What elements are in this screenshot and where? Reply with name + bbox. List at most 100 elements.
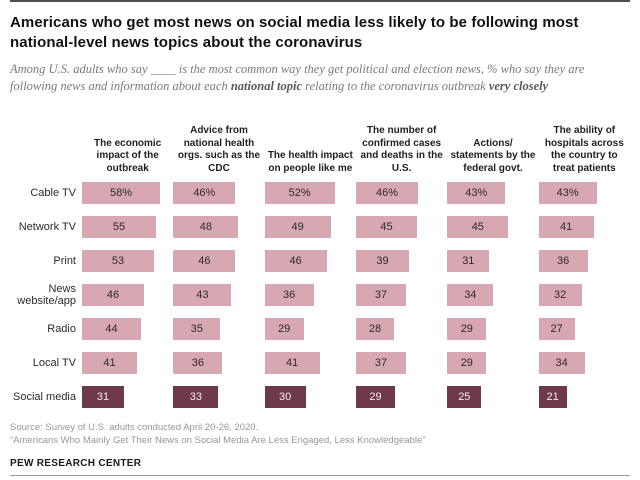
bar-cell: 45 bbox=[447, 216, 538, 238]
bar-cell: 34 bbox=[447, 284, 538, 306]
bar: 43 bbox=[173, 284, 232, 306]
bar: 53 bbox=[82, 250, 154, 272]
row-label: Network TV bbox=[18, 221, 76, 233]
bar-cell: 34 bbox=[538, 352, 630, 374]
bar-cell: 31 bbox=[447, 250, 538, 272]
bar-cell: 35 bbox=[173, 318, 264, 340]
bar: 37 bbox=[355, 352, 406, 374]
bar: 29 bbox=[264, 318, 304, 340]
bar: 46 bbox=[264, 250, 327, 272]
column-header: The number of confirmed cases and deaths… bbox=[360, 125, 443, 174]
chart-row: Local TV 41 36 41 37 29 34 bbox=[10, 352, 630, 374]
bar: 41 bbox=[264, 352, 320, 374]
bar: 27 bbox=[538, 318, 575, 340]
bar: 41 bbox=[82, 352, 137, 374]
row-label: Print bbox=[53, 255, 76, 267]
bar-cell: 48 bbox=[173, 216, 264, 238]
chart-row: Cable TV 58% 46% 52% 46% 43% 43% bbox=[10, 182, 630, 204]
bar: 39 bbox=[355, 250, 409, 272]
highlight-bar: 25 bbox=[447, 386, 482, 408]
page-title: Americans who get most news on social me… bbox=[10, 14, 579, 51]
chart-row: News website/app 46 43 36 37 34 32 bbox=[10, 283, 630, 307]
bar: 34 bbox=[538, 352, 585, 374]
column-header: Actions/ statements by the federal govt. bbox=[450, 137, 536, 174]
bar-cell: 46% bbox=[355, 182, 447, 204]
bar: 29 bbox=[447, 318, 487, 340]
bar-cell: 41 bbox=[538, 216, 630, 238]
bar-cell: 28 bbox=[355, 318, 447, 340]
bar-grid-chart: The economic impact of the outbreak Advic… bbox=[10, 109, 630, 408]
bar: 31 bbox=[447, 250, 490, 272]
top-divider bbox=[10, 0, 630, 2]
bar-cell: 43 bbox=[173, 284, 264, 306]
row-label: Local TV bbox=[32, 357, 76, 369]
bar: 44 bbox=[82, 318, 141, 340]
chart-rows: Cable TV 58% 46% 52% 46% 43% 43% Network TV 55 48… bbox=[10, 182, 630, 408]
bar: 43% bbox=[447, 182, 506, 204]
chart-footer: Source: Survey of U.S. adults conducted … bbox=[10, 421, 630, 470]
row-label: Social media bbox=[13, 391, 76, 403]
bar: 55 bbox=[82, 216, 156, 238]
chart-subtitle: Among U.S. adults who say ____ is the mo… bbox=[10, 61, 630, 95]
column-header: The health impact on people like me bbox=[267, 150, 353, 174]
bar: 45 bbox=[447, 216, 509, 238]
column-headers: The economic impact of the outbreak Advic… bbox=[82, 109, 630, 175]
bar-cell: 29 bbox=[264, 318, 356, 340]
bar: 32 bbox=[538, 284, 582, 306]
highlight-bar: 29 bbox=[355, 386, 395, 408]
subtitle-text: Among U.S. adults who say ____ is the mo… bbox=[10, 62, 585, 93]
bar-cell: 46% bbox=[173, 182, 264, 204]
bar: 52% bbox=[264, 182, 335, 204]
bar: 37 bbox=[355, 284, 406, 306]
bar-cell: 27 bbox=[538, 318, 630, 340]
bottom-divider bbox=[10, 475, 630, 476]
bar-cell: 31 bbox=[82, 386, 173, 408]
bar-cell: 58% bbox=[82, 182, 173, 204]
bar-cell: 32 bbox=[538, 284, 630, 306]
column-header: Advice from national health orgs. such a… bbox=[177, 125, 261, 174]
source-note: Source: Survey of U.S. adults conducted … bbox=[10, 422, 259, 433]
bar-cell: 53 bbox=[82, 250, 173, 272]
bar-cell: 44 bbox=[82, 318, 173, 340]
bar-cell: 45 bbox=[355, 216, 447, 238]
bar: 29 bbox=[447, 352, 487, 374]
bar-cell: 30 bbox=[264, 386, 356, 408]
bar-cell: 41 bbox=[264, 352, 356, 374]
bar-cell: 41 bbox=[82, 352, 173, 374]
chart-row: Social media 31 33 30 29 25 21 bbox=[10, 386, 630, 408]
highlight-bar: 31 bbox=[82, 386, 124, 408]
bar-cell: 46 bbox=[82, 284, 173, 306]
bar: 41 bbox=[538, 216, 594, 238]
subtitle-bold-national-topic: national topic bbox=[230, 79, 303, 93]
chart-row: Print 53 46 46 39 31 36 bbox=[10, 250, 630, 272]
bar: 36 bbox=[264, 284, 314, 306]
bar-cell: 52% bbox=[264, 182, 356, 204]
bar-cell: 36 bbox=[264, 284, 356, 306]
subtitle-bold-very-closely: very closely bbox=[488, 79, 549, 93]
subtitle-text: relating to the coronavirus outbreak bbox=[302, 79, 489, 93]
bar: 46 bbox=[82, 284, 144, 306]
bar-cell: 29 bbox=[355, 386, 447, 408]
bar-cell: 37 bbox=[355, 352, 447, 374]
bar: 49 bbox=[264, 216, 331, 238]
highlight-bar: 30 bbox=[264, 386, 306, 408]
bar-cell: 46 bbox=[173, 250, 264, 272]
bar: 46 bbox=[173, 250, 236, 272]
bar-cell: 37 bbox=[355, 284, 447, 306]
column-header: The economic impact of the outbreak bbox=[94, 137, 162, 174]
highlight-bar: 21 bbox=[538, 386, 567, 408]
bar: 48 bbox=[173, 216, 239, 238]
bar-cell: 21 bbox=[538, 386, 630, 408]
bar: 36 bbox=[538, 250, 588, 272]
bar: 28 bbox=[355, 318, 394, 340]
bar-cell: 33 bbox=[173, 386, 264, 408]
bar-cell: 55 bbox=[82, 216, 173, 238]
bar-cell: 43% bbox=[538, 182, 630, 204]
bar-cell: 29 bbox=[447, 352, 538, 374]
brand-label: PEW RESEARCH CENTER bbox=[10, 458, 142, 469]
chart-row: Radio 44 35 29 28 29 27 bbox=[10, 318, 630, 340]
bar: 46% bbox=[355, 182, 418, 204]
highlight-bar: 33 bbox=[173, 386, 219, 408]
bar-cell: 43% bbox=[447, 182, 538, 204]
